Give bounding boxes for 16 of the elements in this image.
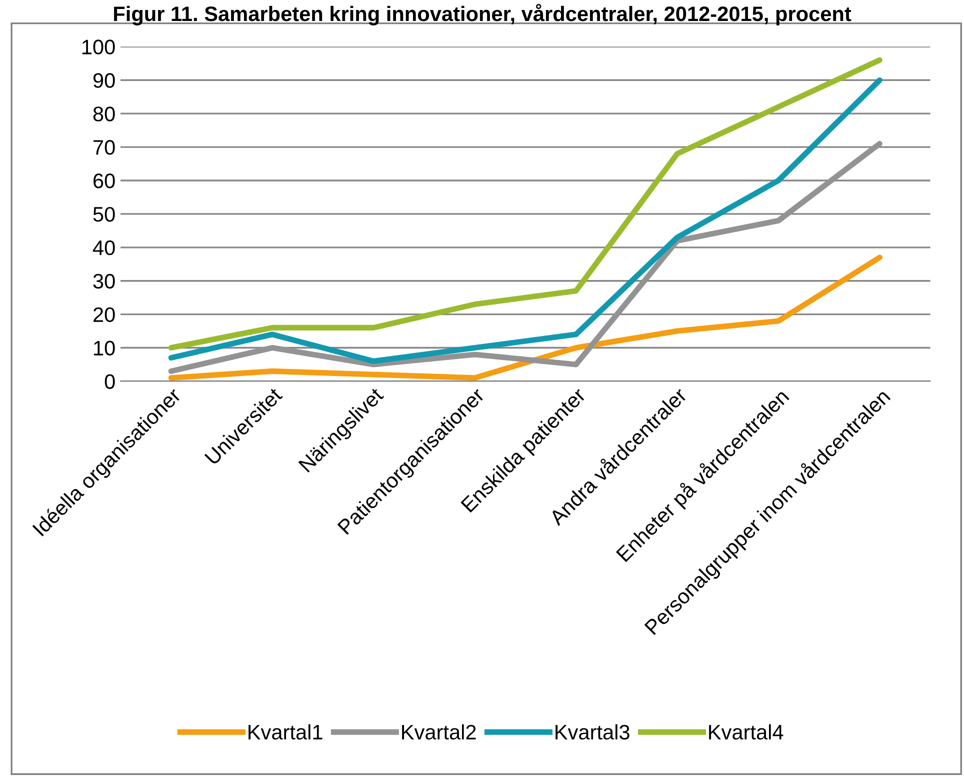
y-tick-label: 30 (93, 274, 115, 289)
y-tick-label: 10 (94, 340, 115, 356)
y-tick-label: 20 (94, 307, 115, 322)
y-tick-label: 80 (93, 106, 115, 122)
y-tick-label: 100 (82, 40, 115, 54)
y-tick-label: 60 (94, 173, 115, 188)
chart-title: Figur 11. Samarbeten kring innovationer, vårdcentraler, 2012-2015, procent (114, 4, 852, 26)
legend-label: Kvartal1 (248, 724, 322, 740)
legend-label: Kvartal4 (709, 724, 784, 740)
y-tick-label: 70 (94, 140, 115, 155)
legend-label: Kvartal2 (402, 724, 476, 740)
y-tick-label: 40 (92, 240, 115, 256)
y-tick-label: 90 (93, 73, 115, 88)
y-tick-label: 50 (93, 206, 115, 222)
y-tick-label: 0 (104, 374, 115, 389)
legend-label: Kvartal3 (556, 724, 630, 740)
